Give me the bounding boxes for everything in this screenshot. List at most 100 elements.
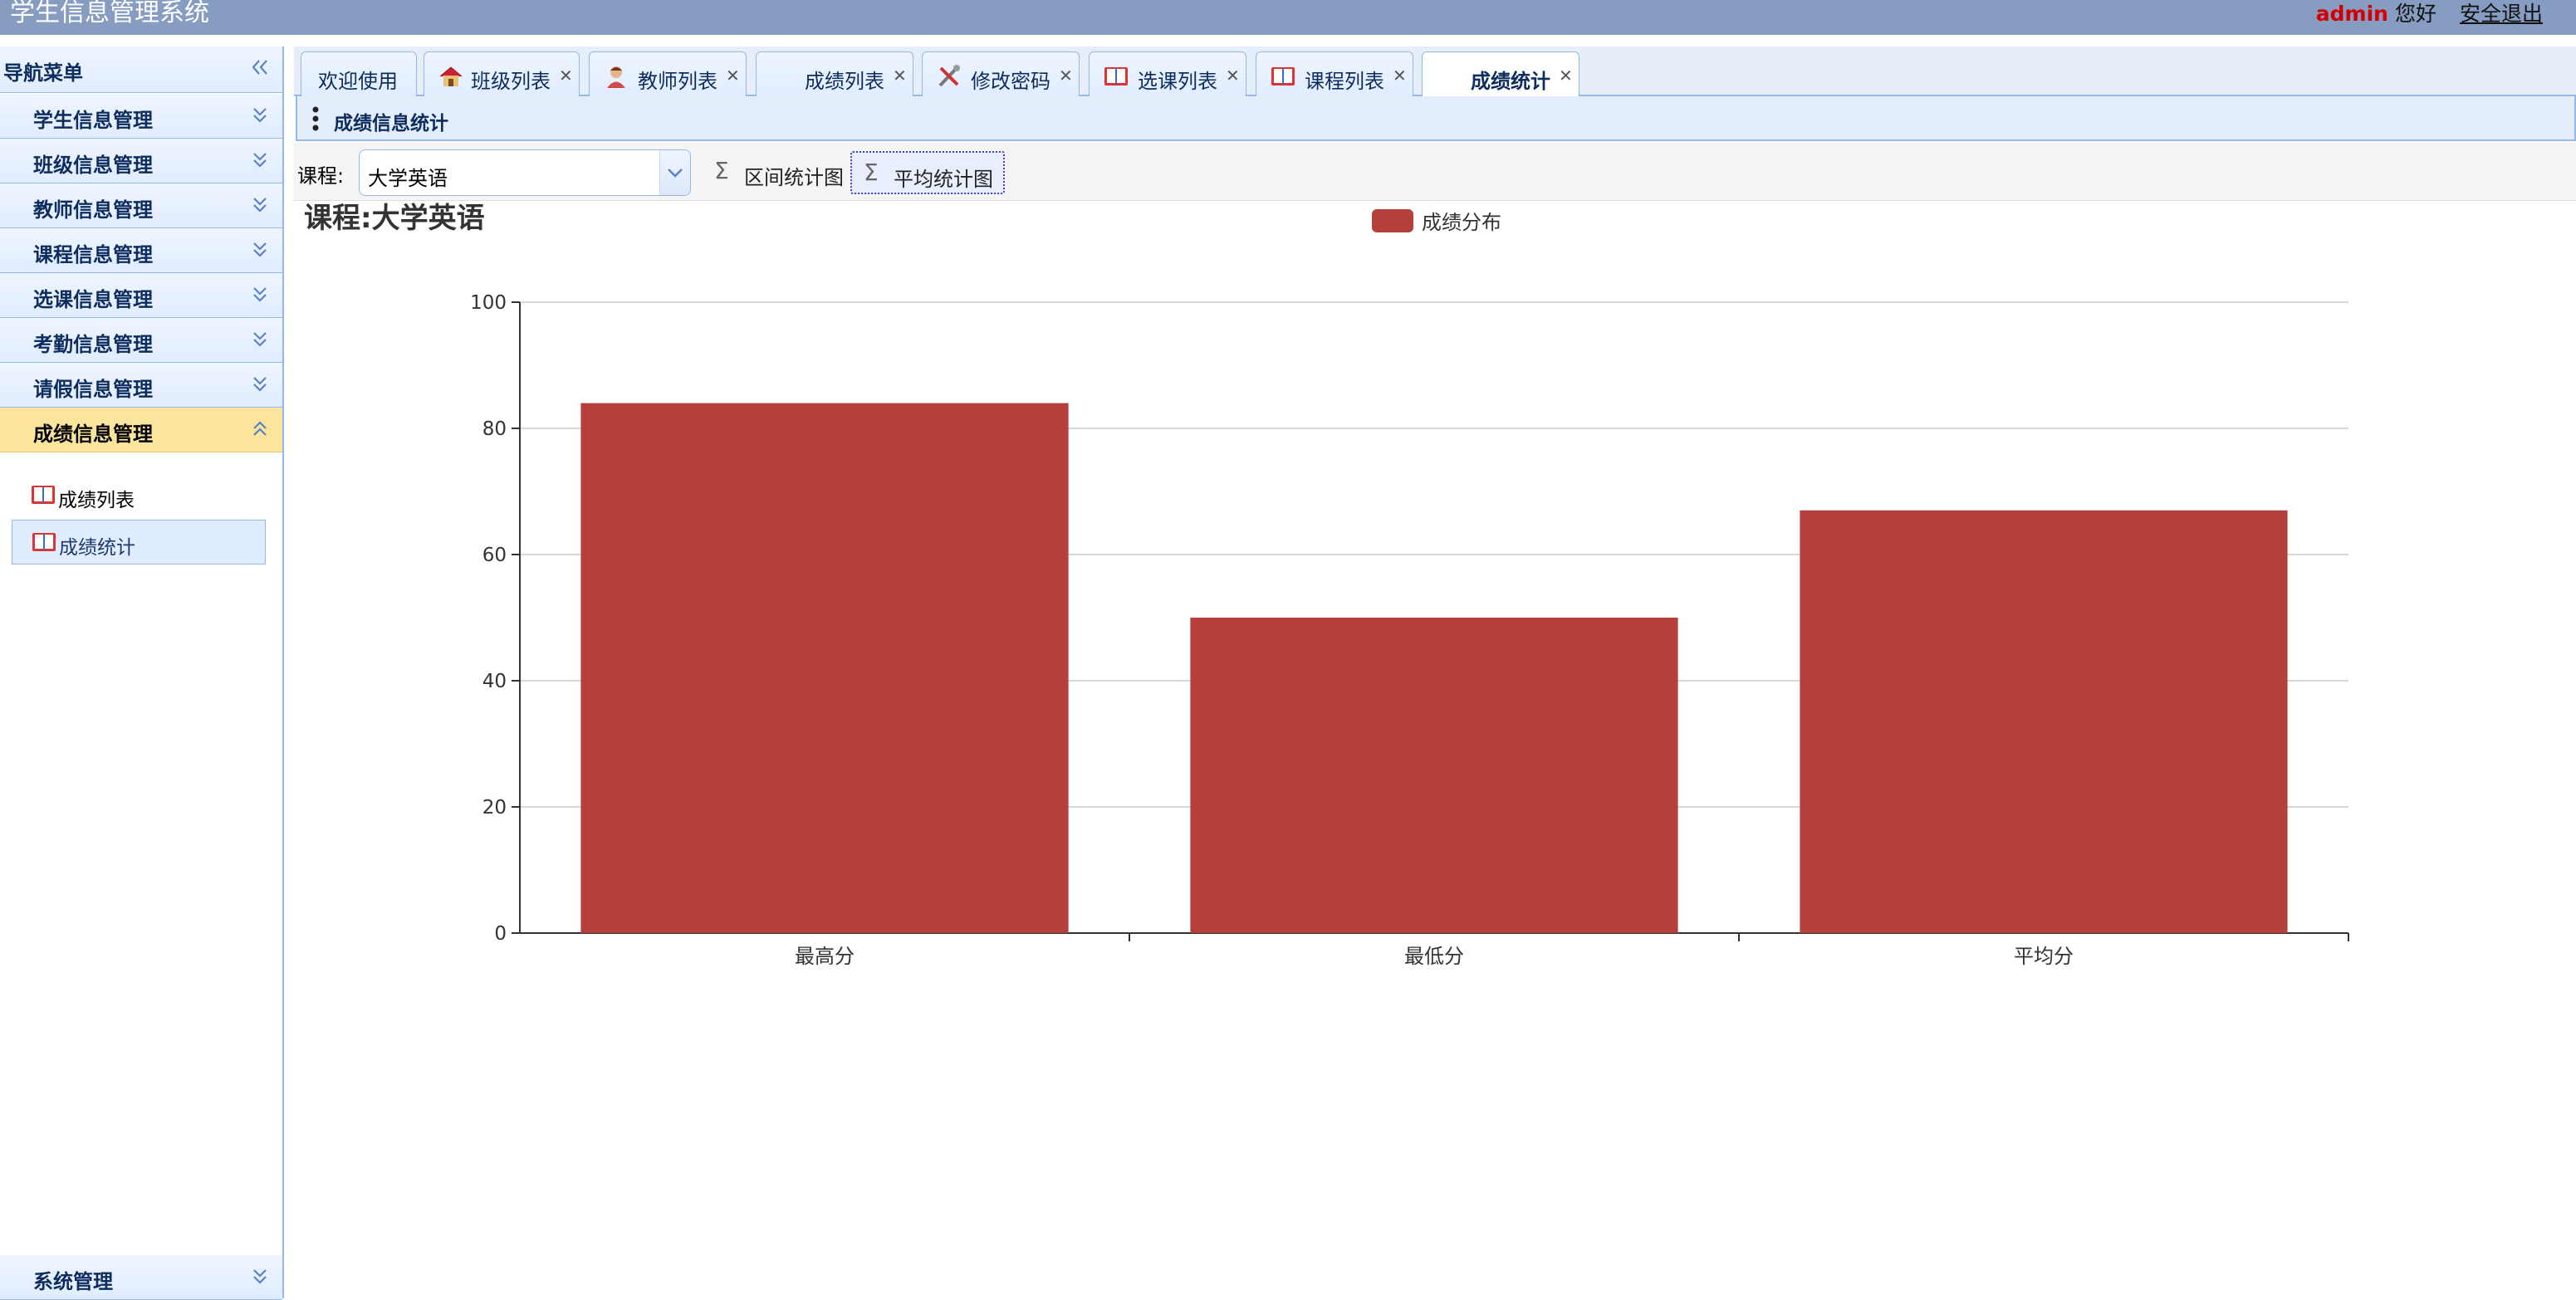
close-icon[interactable]: ✕ bbox=[559, 66, 573, 86]
x-tick-label: 平均分 bbox=[2014, 945, 2074, 968]
menu-label: 班级信息管理 bbox=[33, 154, 153, 177]
tab-label: 欢迎使用 bbox=[318, 70, 398, 93]
chevron-double-down-icon bbox=[253, 377, 267, 392]
x-tick-label: 最高分 bbox=[795, 945, 855, 968]
bar-最低分 bbox=[1190, 618, 1678, 933]
user-greeting: 您好 bbox=[2394, 2, 2436, 26]
menu-item-7[interactable]: 成绩信息管理 bbox=[0, 408, 282, 452]
y-tick-label: 80 bbox=[482, 418, 507, 440]
panel-header: 成绩信息统计 bbox=[296, 96, 2576, 141]
close-icon[interactable]: ✕ bbox=[1393, 66, 1407, 86]
book-icon bbox=[32, 486, 55, 504]
menu-item-1[interactable]: 班级信息管理 bbox=[0, 139, 282, 183]
tab-0[interactable]: 欢迎使用 bbox=[301, 51, 417, 96]
course-label: 课程: bbox=[297, 164, 345, 188]
submenu-label: 成绩列表 bbox=[58, 490, 135, 511]
menu-item-2[interactable]: 教师信息管理 bbox=[0, 183, 282, 228]
menu-label: 课程信息管理 bbox=[33, 243, 153, 266]
menu-label: 成绩信息管理 bbox=[33, 423, 153, 446]
bar-最高分 bbox=[580, 403, 1069, 934]
menu-item-3[interactable]: 课程信息管理 bbox=[0, 228, 282, 273]
app-title: 学生信息管理系统 bbox=[10, 0, 209, 27]
tab-6[interactable]: 课程列表 ✕ bbox=[1256, 51, 1413, 96]
menu-label: 学生信息管理 bbox=[33, 109, 153, 132]
close-icon[interactable]: ✕ bbox=[1226, 66, 1240, 86]
tab-label: 成绩列表 bbox=[805, 70, 884, 93]
sidebar: 导航菜单 系统管理 学生信息管理 班级信息管理 教师信息管理 课程信息管理 选课信息管理… bbox=[0, 46, 284, 1300]
y-tick-label: 60 bbox=[482, 545, 507, 566]
menu-label: 请假信息管理 bbox=[33, 378, 153, 401]
vertical-dots-icon bbox=[312, 106, 319, 131]
close-icon[interactable]: ✕ bbox=[893, 66, 907, 86]
menu-item-5[interactable]: 考勤信息管理 bbox=[0, 318, 282, 363]
chart-area: 课程:大学英语 成绩分布 0 20 40 60 80 100 最高分 最低分 平均分 bbox=[294, 203, 2576, 1298]
tab-label: 课程列表 bbox=[1305, 70, 1384, 93]
chevron-double-down-icon bbox=[253, 153, 267, 168]
tab-label: 成绩统计 bbox=[1471, 70, 1550, 93]
tab-5[interactable]: 选课列表 ✕ bbox=[1089, 51, 1246, 96]
chevron-down-icon bbox=[668, 169, 683, 178]
menu-label: 选课信息管理 bbox=[33, 288, 153, 311]
average-chart-label: 平均统计图 bbox=[894, 168, 993, 191]
legend-label: 成绩分布 bbox=[1422, 211, 1501, 234]
tab-4[interactable]: 修改密码 ✕ bbox=[922, 51, 1080, 96]
user-area: admin 您好 安全退出 bbox=[2316, 0, 2543, 33]
course-select[interactable]: 大学英语 bbox=[359, 149, 691, 196]
y-tick-label: 40 bbox=[482, 671, 507, 692]
chevron-double-down-icon bbox=[253, 287, 267, 302]
average-chart-button[interactable]: Σ 平均统计图 bbox=[850, 151, 1005, 194]
tab-strip: 欢迎使用 班级列表 ✕ 教师列表 ✕ 成绩列表 ✕ 修改密码 ✕ 选课列表 ✕ 课程列表 ✕ 成绩统计 ✕ bbox=[294, 46, 2576, 98]
book-icon bbox=[32, 533, 56, 551]
close-icon[interactable]: ✕ bbox=[726, 66, 740, 86]
bar-平均分 bbox=[1800, 510, 2288, 933]
user-icon bbox=[603, 64, 629, 89]
y-tick-label: 20 bbox=[482, 797, 507, 819]
menu-item-6[interactable]: 请假信息管理 bbox=[0, 363, 282, 408]
logout-link[interactable]: 安全退出 bbox=[2459, 2, 2543, 26]
chevron-double-down-icon bbox=[253, 1269, 267, 1284]
nav-title: 导航菜单 bbox=[3, 61, 83, 85]
menu-label: 考勤信息管理 bbox=[33, 333, 153, 356]
chevron-double-down-icon bbox=[253, 332, 267, 347]
course-select-value: 大学英语 bbox=[368, 167, 448, 190]
house-icon bbox=[438, 64, 464, 89]
tab-label: 教师列表 bbox=[638, 70, 717, 93]
score-bar-chart: 课程:大学英语 成绩分布 0 20 40 60 80 100 最高分 最低分 平均分 bbox=[304, 203, 2349, 968]
submenu-item-1[interactable]: 成绩统计 bbox=[12, 520, 266, 564]
sigma-icon: Σ bbox=[864, 159, 879, 186]
range-chart-label: 区间统计图 bbox=[744, 166, 844, 189]
user-name: admin bbox=[2315, 2, 2388, 26]
book-icon bbox=[1103, 64, 1129, 89]
tab-7[interactable]: 成绩统计 ✕ bbox=[1422, 51, 1579, 98]
x-tick-label: 最低分 bbox=[1404, 945, 1464, 968]
app-header: 学生信息管理系统 admin 您好 安全退出 bbox=[0, 0, 2576, 35]
nav-header: 导航菜单 bbox=[0, 46, 282, 93]
submenu-item-0[interactable]: 成绩列表 bbox=[12, 473, 266, 518]
chart-title: 课程:大学英语 bbox=[304, 203, 485, 235]
tab-3[interactable]: 成绩列表 ✕ bbox=[756, 51, 913, 96]
submenu-label: 成绩统计 bbox=[59, 537, 135, 559]
collapse-left-icon[interactable] bbox=[249, 55, 271, 80]
chevron-double-up-icon bbox=[253, 421, 267, 436]
toolbar: 课程: 大学英语 Σ 区间统计图 Σ 平均统计图 bbox=[294, 143, 2576, 201]
tab-label: 选课列表 bbox=[1138, 70, 1217, 93]
menu-item-4[interactable]: 选课信息管理 bbox=[0, 273, 282, 318]
sigma-icon: Σ bbox=[714, 157, 729, 184]
menu-system-management[interactable]: 系统管理 bbox=[0, 1255, 282, 1300]
menu-label: 教师信息管理 bbox=[33, 198, 153, 222]
chevron-double-down-icon bbox=[253, 198, 267, 213]
y-tick-label: 0 bbox=[494, 923, 507, 945]
close-icon[interactable]: ✕ bbox=[1059, 66, 1073, 86]
tools-icon bbox=[936, 64, 962, 89]
dropdown-arrow[interactable] bbox=[659, 150, 690, 195]
tab-label: 班级列表 bbox=[471, 70, 551, 93]
legend-swatch bbox=[1372, 209, 1413, 232]
book-icon bbox=[1270, 64, 1296, 89]
tab-1[interactable]: 班级列表 ✕ bbox=[424, 51, 580, 96]
range-chart-button[interactable]: Σ 区间统计图 bbox=[703, 151, 864, 194]
tab-2[interactable]: 教师列表 ✕ bbox=[589, 51, 747, 96]
close-icon[interactable]: ✕ bbox=[1559, 66, 1573, 86]
tab-label: 修改密码 bbox=[971, 70, 1050, 93]
panel-title: 成绩信息统计 bbox=[334, 113, 448, 134]
menu-item-0[interactable]: 学生信息管理 bbox=[0, 94, 282, 139]
